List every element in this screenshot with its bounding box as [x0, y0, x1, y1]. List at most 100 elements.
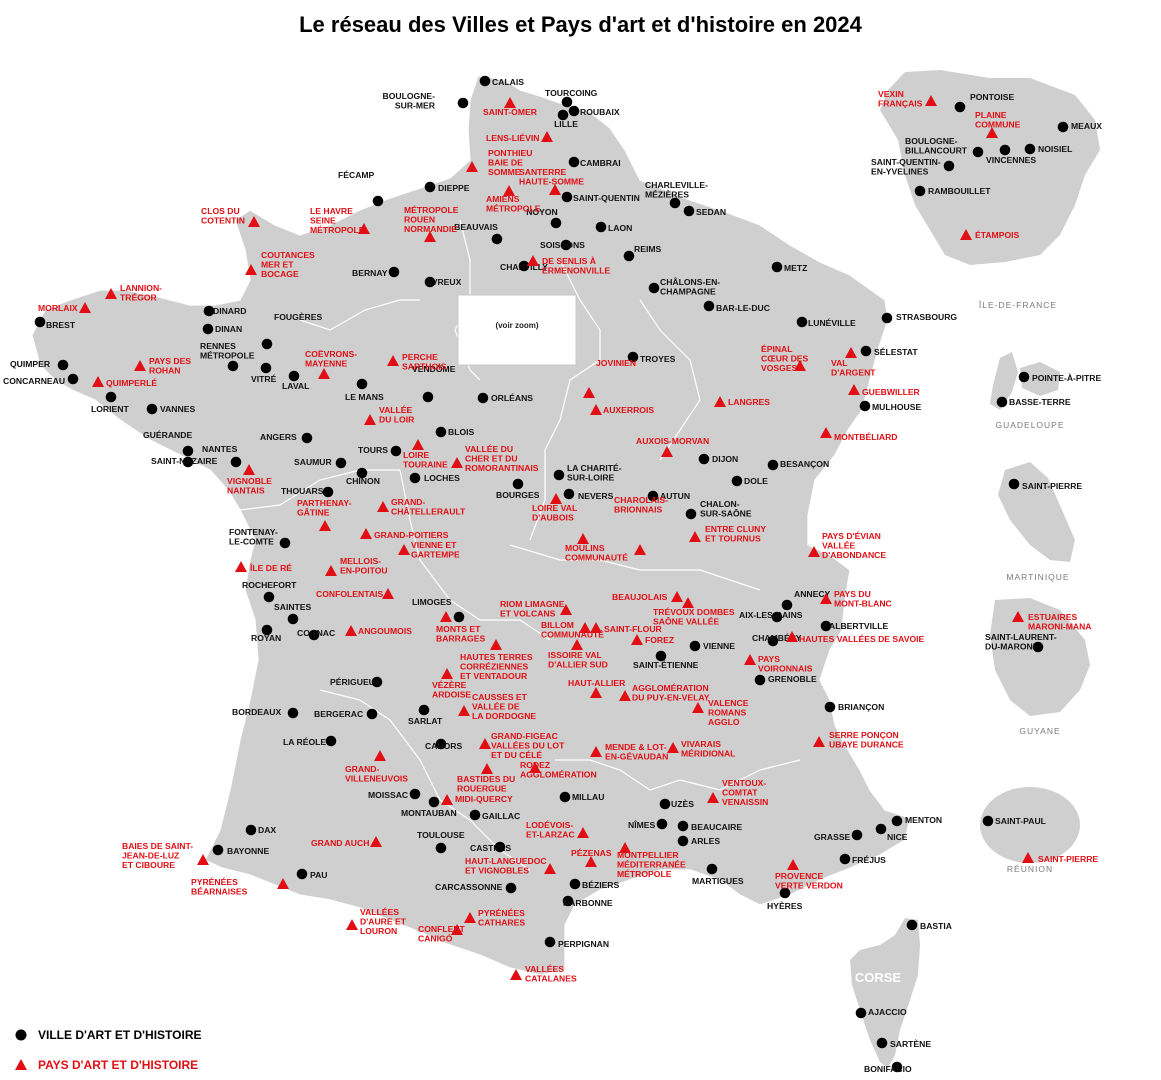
ville-marker-vincennes [999, 144, 1011, 156]
idf-inset-label: ÎLE-DE-FRANCE [978, 300, 1057, 310]
ville-marker-limoges [453, 611, 465, 623]
ville-label-bordeaux: BORDEAUX [232, 707, 281, 717]
pays-marker-billom-communaute [579, 622, 591, 633]
pays-marker-saint-flour [590, 622, 602, 633]
pays-label-billom-communaute: BILLOM COMMUNAUTÉ [541, 620, 604, 640]
pays-label-montbeliard: MONTBÉLIARD [834, 432, 898, 442]
ville-marker-dole [731, 475, 743, 487]
pays-label-serre-poncon-ubaye-durance: SERRE PONÇON UBAYE DURANCE [829, 730, 904, 750]
pays-label-loire-touraine: LOIRE TOURAINE [403, 450, 448, 470]
pays-label-provence-verte-verdon: PROVENCE VERTE VERDON [775, 871, 843, 891]
ville-marker-selestat [860, 345, 872, 357]
pays-marker-clos-du-cotentin [248, 216, 260, 227]
ville-label-bourges: BOURGES [496, 490, 540, 500]
pays-label-grand-figeac-vallees-du-lot-et-du-cele: GRAND-FIGEAC VALLÉES DU LOT ET DU CÉLÉ [491, 731, 565, 760]
pays-label-conflent-canigo: CONFLENT CANIGÓ [418, 924, 466, 944]
ville-marker-laon [595, 221, 607, 233]
ville-marker-la-charite-sur-loire [553, 469, 565, 481]
ville-marker-nevers [563, 488, 575, 500]
pays-marker-monts-et-barrages [440, 611, 452, 622]
ville-label-saint-etienne: SAINT-ÉTIENNE [633, 660, 699, 670]
pays-marker-val-d-argent [845, 347, 857, 358]
ville-marker-tourcoing [561, 96, 573, 108]
pays-marker-mende-lot-en-gevaudan [590, 746, 602, 757]
ville-label-hyeres: HYÈRES [767, 901, 803, 911]
pays-label-montpellier-mediterranee-metropole: MONTPELLIER MÉDITERRANÉE MÉTROPOLE [617, 850, 686, 879]
idf-zoom-title: ÎLE-DE-FRANCE [473, 305, 560, 318]
ville-marker-toulouse [435, 842, 447, 854]
ville-marker-besancon [767, 459, 779, 471]
ville-marker-uzes [659, 798, 671, 810]
ville-marker-pau [296, 868, 308, 880]
ville-label-fougeres: FOUGÈRES [274, 312, 322, 322]
pays-label-pays-d-evian-vallee-d-abondance: PAYS D'ÉVIAN VALLÉE D'ABONDANCE [822, 531, 886, 560]
ville-label-cambrai: CAMBRAI [580, 158, 621, 168]
pays-label-vignoble-nantais: VIGNOBLE NANTAIS [227, 476, 272, 496]
ville-label-angers: ANGERS [260, 432, 297, 442]
pays-label-moulins-communaute: MOULINS COMMUNAUTÉ [565, 543, 628, 563]
ville-label-boulogne-billancourt: BOULOGNE-BILLANCOURT [905, 136, 968, 156]
pays-marker-ventoux-comtat-venaissin [707, 792, 719, 803]
pays-label-baies-de-saint-jean-de-luz-et-ciboure: BAIES DE SAINT-JEAN-DE-LUZ ET CIBOURE [122, 841, 193, 870]
ville-label-autun: AUTUN [660, 491, 690, 501]
ville-label-la-reole: LA RÉOLE [283, 737, 326, 747]
pays-marker-auxerrois [590, 404, 602, 415]
pays-marker-quimperle [92, 376, 104, 387]
ville-label-toulouse: TOULOUSE [417, 830, 465, 840]
ville-label-lille: LILLE [554, 119, 578, 129]
ville-marker-bordeaux [287, 707, 299, 719]
ville-label-perpignan: PERPIGNAN [558, 939, 609, 949]
legend-pays: PAYS D'ART ET D'HISTOIRE [14, 1050, 202, 1080]
pays-label-vallees-d-aure-et-louron: VALLÉES D'AURE ET LOURON [360, 907, 407, 936]
ville-label-blois: BLOIS [448, 427, 475, 437]
pays-label-pyrenees-bearnaises: PYRÉNÉES BÉARNAISES [191, 877, 248, 897]
ville-marker-rochefort [263, 591, 275, 603]
ville-label-sarlat: SARLAT [408, 716, 443, 726]
pays-label-valence-romans-agglo: VALENCE ROMANS AGGLO [708, 698, 749, 727]
corse-label: CORSE [855, 970, 902, 985]
ville-marker-bonifacio [891, 1061, 903, 1073]
pays-label-perche-sarthois: PERCHE SARTHOIS [402, 352, 447, 372]
pays-label-morlaix: MORLAIX [38, 303, 78, 313]
ville-label-briancon: BRIANÇON [838, 702, 884, 712]
ville-marker-beauvais [491, 233, 503, 245]
ville-label-rambouillet: RAMBOUILLET [928, 186, 991, 196]
ville-marker-concarneau [67, 373, 79, 385]
ville-marker-sarlat [418, 704, 430, 716]
ville-label-soissons: SOISSONS [540, 240, 585, 250]
ville-label-chalons-en-champagne: CHÂLONS-EN-CHAMPAGNE [660, 276, 720, 297]
pays-label-santerre-haute-somme: SANTERRE HAUTE-SOMME [519, 167, 584, 187]
ville-marker-saintes [287, 613, 299, 625]
ville-marker-thouars [322, 486, 334, 498]
ville-marker-mulhouse [859, 400, 871, 412]
ville-label-saumur: SAUMUR [294, 457, 333, 467]
ville-marker-calais [479, 75, 491, 87]
ville-marker-fontenay-le-comte [279, 537, 291, 549]
idf-zoom-subtitle: (voir zoom) [495, 321, 538, 330]
ville-marker-gaillac [469, 809, 481, 821]
pays-label-lodevois-et-larzac: LODÉVOIS-ET-LARZAC [526, 820, 575, 840]
ville-marker-castres [494, 841, 506, 853]
pays-label-vezere-ardoise: VÉZÈRE ARDOISE [432, 680, 471, 700]
ville-marker-luneville [796, 316, 808, 328]
ville-marker-ajaccio [855, 1007, 867, 1019]
pays-marker-grand-auch [370, 836, 382, 847]
ville-label-bastia: BASTIA [920, 921, 952, 931]
ville-label-chinon: CHINON [346, 476, 380, 486]
pays-marker-vienne-et-gartempe [398, 544, 410, 555]
ville-label-brest: BREST [46, 320, 76, 330]
ville-label-limoges: LIMOGES [412, 597, 452, 607]
pays-marker-perche-sarthois [387, 355, 399, 366]
pays-label-clos-du-cotentin: CLOS DU COTENTIN [201, 206, 245, 226]
ville-label-metz: METZ [784, 263, 807, 273]
pays-marker-provence-verte-verdon [787, 859, 799, 870]
pays-marker-grand-poitiers [360, 528, 372, 539]
pays-marker-epinal-c-ur-des-vosges [794, 360, 806, 371]
pays-label-langres: LANGRES [728, 397, 770, 407]
france-mainland-shape [31, 75, 911, 976]
pays-marker-pays-des-rohan [134, 360, 146, 371]
pays-marker-causses-et-vallee-de-la-dordogne [458, 705, 470, 716]
ville-marker-beaucaire [677, 820, 689, 832]
pays-marker-parthenay-gatine [319, 520, 331, 531]
pays-marker-plaine-commune [986, 127, 998, 138]
